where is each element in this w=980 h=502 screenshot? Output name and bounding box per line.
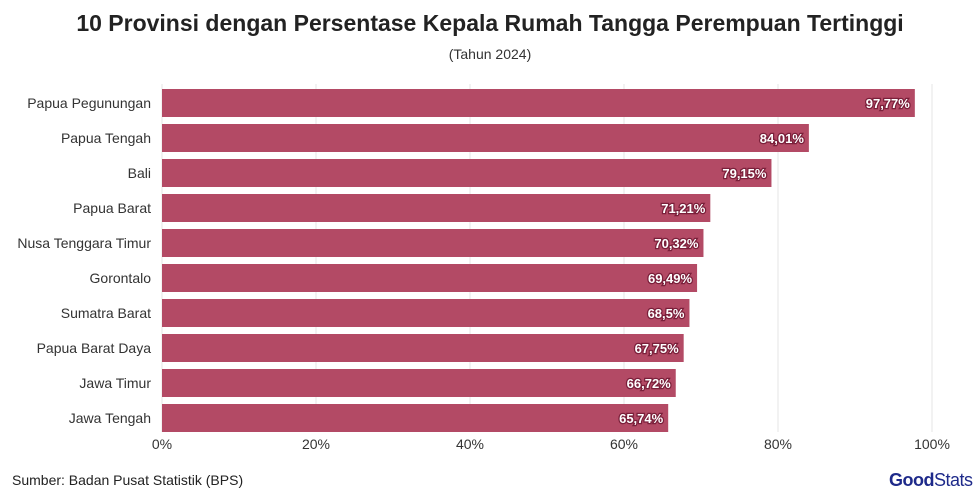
bar [162,369,676,397]
bar [162,229,704,257]
logo-rest: Stats [934,470,973,490]
data-label: 97,77% [866,96,911,111]
data-label: 65,74% [619,411,664,426]
bar [162,89,915,117]
data-label: 84,01% [760,131,805,146]
category-label: Nusa Tenggara Timur [17,235,151,251]
x-tick-label: 80% [764,436,792,452]
category-label: Sumatra Barat [61,305,151,321]
data-label: 70,32% [654,236,699,251]
category-label: Papua Tengah [61,130,151,146]
x-tick-label: 100% [914,436,950,452]
data-label: 68,5% [648,306,685,321]
x-tick-label: 20% [302,436,330,452]
bar [162,264,698,292]
bar-chart: 0% 20% 40% 60% 80% 100% Papua Pegunungan 97,77%… [17,84,950,452]
category-label: Jawa Tengah [69,410,151,426]
source-note: Sumber: Badan Pusat Statistik (BPS) [12,472,244,488]
bar [162,299,690,327]
category-label: Gorontalo [90,270,152,286]
data-label: 79,15% [722,166,767,181]
data-label: 71,21% [661,201,706,216]
data-label: 69,49% [648,271,693,286]
category-label: Papua Barat [73,200,151,216]
bar [162,334,684,362]
chart-title: 10 Provinsi dengan Persentase Kepala Rum… [76,10,904,36]
x-tick-label: 0% [152,436,172,452]
data-label: 67,75% [635,341,680,356]
chart-subtitle: (Tahun 2024) [448,46,532,62]
category-label: Papua Barat Daya [37,340,152,356]
bar [162,159,772,187]
category-label: Papua Pegunungan [27,95,151,111]
x-tick-label: 40% [456,436,484,452]
logo-bold: Good [889,470,935,490]
goodstats-logo: GoodStats [889,470,973,491]
bar [162,124,809,152]
category-label: Bali [128,165,151,181]
x-tick-label: 60% [610,436,638,452]
bar [162,404,669,432]
bar [162,194,711,222]
category-label: Jawa Timur [79,375,151,391]
data-label: 66,72% [627,376,672,391]
